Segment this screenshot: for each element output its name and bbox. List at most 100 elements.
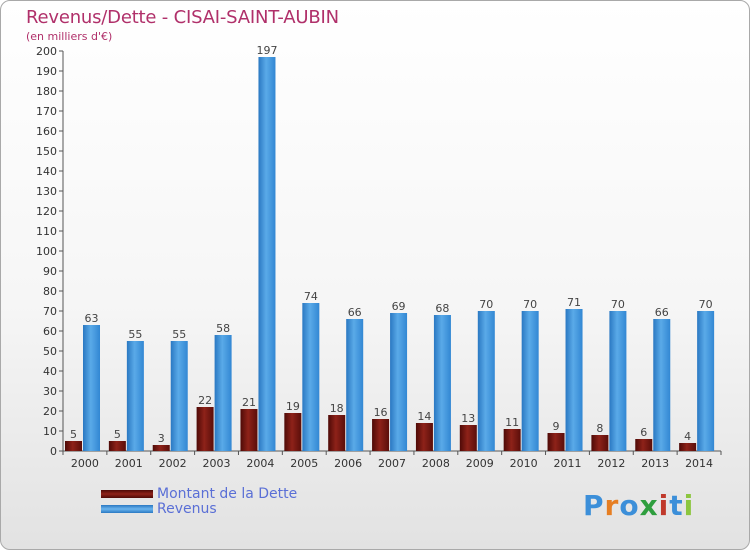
revenue-bar	[653, 319, 671, 451]
debt-bar	[240, 409, 258, 451]
revenue-value-label: 55	[128, 328, 142, 341]
revenue-value-label: 74	[304, 290, 318, 303]
x-tick-label: 2004	[246, 457, 274, 470]
y-tick-label: 0	[50, 445, 57, 458]
y-tick-label: 80	[43, 285, 57, 298]
debt-value-label: 4	[684, 430, 691, 443]
revenue-value-label: 68	[435, 302, 449, 315]
y-tick-label: 50	[43, 345, 57, 358]
x-tick-label: 2012	[597, 457, 625, 470]
debt-value-label: 22	[198, 394, 212, 407]
debt-bar	[459, 425, 477, 451]
x-tick-label: 2002	[159, 457, 187, 470]
logo-letter: t	[669, 489, 684, 522]
x-tick-label: 2001	[115, 457, 143, 470]
chart-subtitle: (en milliers d'€)	[26, 30, 113, 43]
debt-value-label: 6	[640, 426, 647, 439]
debt-value-label: 21	[242, 396, 256, 409]
revenue-value-label: 70	[611, 298, 625, 311]
y-tick-label: 140	[36, 165, 57, 178]
legend-label-debt: Montant de la Dette	[157, 486, 298, 502]
y-tick-label: 90	[43, 265, 57, 278]
y-tick-label: 190	[36, 65, 57, 78]
revenue-bar	[433, 315, 451, 451]
debt-value-label: 8	[596, 422, 603, 435]
debt-value-label: 19	[286, 400, 300, 413]
y-tick-label: 200	[36, 45, 57, 58]
y-tick-label: 40	[43, 365, 57, 378]
proxiti-logo: Proxiti	[583, 489, 694, 522]
revenue-bar	[346, 319, 364, 451]
debt-bar	[328, 415, 346, 451]
debt-bar	[65, 441, 82, 451]
revenue-value-label: 70	[479, 298, 493, 311]
debt-bar	[635, 439, 653, 451]
x-tick-label: 2008	[422, 457, 450, 470]
revenue-value-label: 66	[655, 306, 669, 319]
y-tick-label: 10	[43, 425, 57, 438]
revenue-bar	[170, 341, 188, 451]
revenue-bar	[126, 341, 144, 451]
x-tick-label: 2005	[290, 457, 318, 470]
revenue-bar	[565, 309, 583, 451]
y-tick-label: 160	[36, 125, 57, 138]
debt-bar	[108, 441, 126, 451]
x-tick-label: 2006	[334, 457, 362, 470]
x-tick-label: 2003	[203, 457, 231, 470]
logo-letter: i	[683, 489, 695, 522]
logo-letter: o	[619, 489, 640, 522]
legend-swatch-debt	[101, 490, 153, 498]
y-tick-label: 110	[36, 225, 57, 238]
debt-bar	[503, 429, 521, 451]
debt-value-label: 9	[553, 420, 560, 433]
debt-bar	[679, 443, 697, 451]
revenue-bar	[258, 57, 276, 451]
y-tick-label: 120	[36, 205, 57, 218]
debt-bar	[152, 445, 170, 451]
revenue-value-label: 63	[85, 312, 99, 325]
debt-value-label: 11	[505, 416, 519, 429]
revenue-bar	[521, 311, 539, 451]
legend-swatch-revenue	[101, 505, 153, 513]
logo-letter: i	[658, 489, 670, 522]
revenue-bar	[83, 325, 100, 451]
y-tick-label: 30	[43, 385, 57, 398]
y-tick-label: 150	[36, 145, 57, 158]
revenue-value-label: 71	[567, 296, 581, 309]
x-tick-label: 2009	[466, 457, 494, 470]
logo-letter: r	[604, 489, 620, 522]
chart-title: Revenus/Dette - CISAI-SAINT-AUBIN	[26, 7, 339, 28]
debt-value-label: 18	[330, 402, 344, 415]
debt-bar	[284, 413, 302, 451]
y-tick-label: 60	[43, 325, 57, 338]
y-tick-label: 170	[36, 105, 57, 118]
bar-chart: 0 10 20 30 40 50 60 70 80 90 100 110 120 130 140 150 160…	[36, 44, 722, 470]
x-tick-label: 2014	[685, 457, 713, 470]
debt-bar	[196, 407, 214, 451]
x-tick-label: 2011	[553, 457, 581, 470]
debt-bar	[415, 423, 433, 451]
debt-value-label: 13	[461, 412, 475, 425]
y-tick-label: 180	[36, 85, 57, 98]
revenue-bar	[390, 313, 408, 451]
logo-letter: P	[583, 489, 605, 522]
debt-value-label: 5	[114, 428, 121, 441]
logo-letter: x	[639, 489, 659, 522]
revenue-bar	[697, 311, 715, 451]
revenue-bar	[302, 303, 320, 451]
revenue-value-label: 70	[523, 298, 537, 311]
x-tick-label: 2000	[71, 457, 99, 470]
revenue-value-label: 55	[172, 328, 186, 341]
debt-bar	[591, 435, 609, 451]
debt-value-label: 3	[158, 432, 165, 445]
y-tick-label: 130	[36, 185, 57, 198]
debt-bar	[547, 433, 565, 451]
legend-label-revenue: Revenus	[157, 501, 217, 517]
revenue-value-label: 69	[392, 300, 406, 313]
revenue-value-label: 197	[256, 44, 277, 57]
debt-value-label: 16	[374, 406, 388, 419]
revenue-value-label: 58	[216, 322, 230, 335]
x-tick-label: 2010	[510, 457, 538, 470]
revenue-value-label: 70	[699, 298, 713, 311]
